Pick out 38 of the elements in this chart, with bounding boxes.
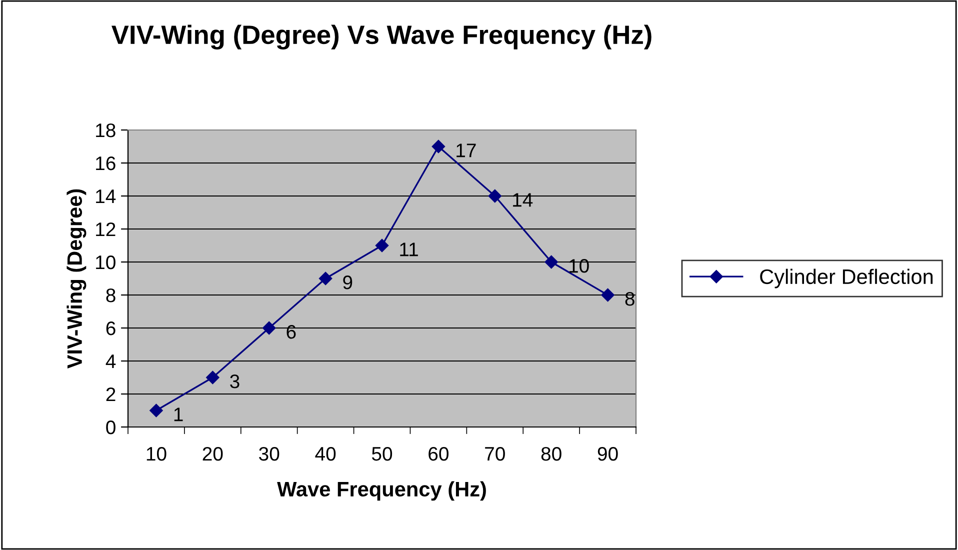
point: [150, 404, 163, 418]
point: [262, 321, 276, 335]
x-tick-label: 70: [485, 446, 505, 461]
x-tick-label: 30: [259, 446, 280, 461]
x-tick-label: 50: [372, 446, 392, 461]
y-tick-label: 4: [106, 354, 116, 368]
x-tick-label: 80: [541, 446, 562, 461]
data-label: 6: [286, 325, 296, 339]
data-label: 17: [456, 144, 476, 158]
x-axis-title: Wave Frequency (Hz): [277, 481, 486, 501]
point: [206, 370, 220, 384]
x-tick-label: 60: [428, 446, 448, 461]
y-tick-label: 2: [106, 387, 116, 402]
point: [375, 238, 389, 252]
x-tick-label: 10: [146, 446, 166, 461]
x-tick-label: 40: [315, 446, 336, 461]
chart-title: VIV-Wing (Degree) Vs Wave Frequency (Hz): [112, 24, 652, 50]
point: [488, 189, 502, 203]
y-tick-label: 16: [96, 156, 116, 170]
point: [432, 140, 446, 154]
data-label: 1: [174, 408, 183, 422]
point: [318, 272, 332, 286]
y-tick-label: 12: [96, 222, 116, 236]
data-label: 11: [400, 242, 418, 256]
y-tick-label: 14: [96, 190, 116, 204]
legend-label: Cylinder Deflection: [760, 268, 933, 288]
y-tick-label: 0: [106, 420, 116, 434]
point: [544, 255, 558, 269]
data-label: 9: [343, 276, 352, 290]
y-tick-label: 8: [106, 288, 116, 302]
y-tick-label: 10: [96, 255, 116, 270]
y-tick-label: 6: [106, 321, 116, 336]
x-tick-label: 20: [202, 446, 223, 461]
y-tick-label: 18: [96, 123, 116, 138]
y-axis-title: VIV-Wing (Degree): [66, 189, 86, 369]
point: [601, 288, 614, 302]
data-label: 3: [230, 374, 240, 388]
x-tick-label: 90: [598, 446, 618, 461]
